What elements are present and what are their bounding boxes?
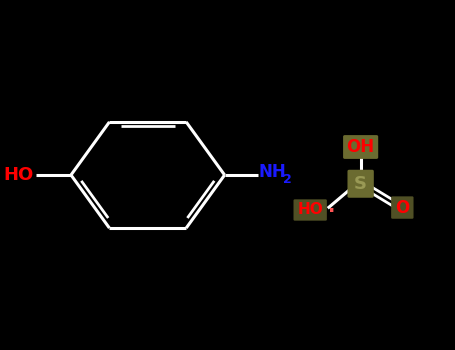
FancyBboxPatch shape [391,196,414,219]
Text: ·: · [328,202,335,221]
Text: 2: 2 [283,173,292,186]
Text: S: S [354,175,367,193]
Text: OH: OH [347,138,375,156]
FancyBboxPatch shape [293,199,327,221]
Text: NH: NH [258,163,286,181]
Text: O: O [395,198,410,217]
FancyBboxPatch shape [348,170,374,198]
FancyBboxPatch shape [343,135,378,159]
Text: HO: HO [4,166,34,184]
Text: HO: HO [297,203,323,217]
